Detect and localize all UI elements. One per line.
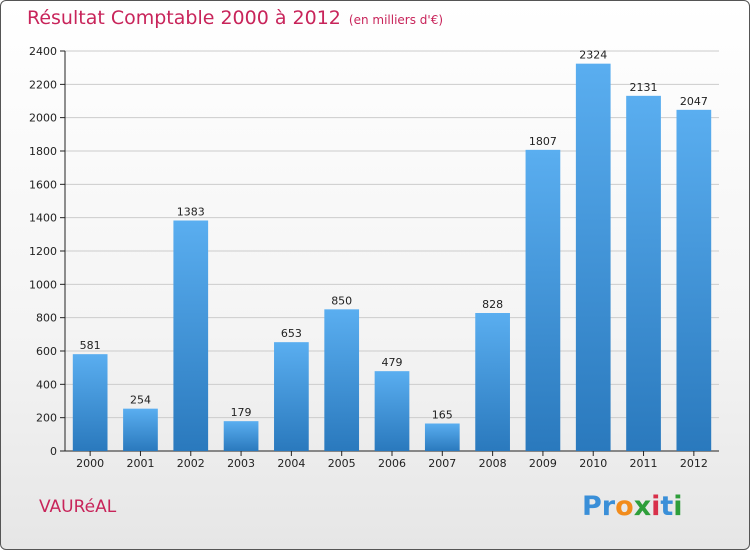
chart-subtitle: (en milliers d'€) [348,13,444,27]
bar [274,342,309,451]
y-tick-label: 2200 [29,78,57,91]
bar [575,63,611,452]
x-tick-label: 2010 [579,457,607,470]
logo-letter: t [660,491,674,522]
bar [475,313,510,451]
x-tick-label: 2011 [630,457,658,470]
bar [676,109,712,451]
logo-letter: r [601,491,616,522]
proxiti-logo[interactable]: Proxiti [582,491,683,522]
y-tick-label: 0 [50,445,57,458]
x-tick-label: 2009 [529,457,557,470]
logo-letter: o [615,491,634,522]
logo-letter: P [582,491,602,522]
y-tick-label: 400 [36,378,57,391]
bar-value-label: 2131 [630,81,658,94]
x-tick-label: 2005 [328,457,356,470]
y-tick-label: 1800 [29,145,57,158]
bar [424,423,460,451]
bar [324,309,360,451]
x-tick-label: 2012 [680,457,708,470]
y-tick-label: 800 [36,312,57,325]
chart-title-block: Résultat Comptable 2000 à 2012 (en millie… [27,7,443,29]
logo-letter: x [633,491,652,522]
x-tick-label: 2001 [126,457,154,470]
y-tick-label: 1000 [29,278,57,291]
data-labels: 581 254 1383 179 653 850 479 165 828 1807 2324 2131… [80,49,708,422]
bar [223,421,259,451]
bar-value-label: 828 [482,298,503,311]
bar [626,95,661,451]
commune-name: VAURéAL [39,497,117,517]
bar-value-label: 179 [231,406,252,419]
x-tick-label: 2006 [378,457,406,470]
bar [173,220,209,451]
y-tick-label: 600 [36,345,57,358]
logo-letter: i [651,491,661,522]
bar [525,149,561,452]
bar-value-label: 479 [382,356,403,369]
y-tick-label: 1600 [29,178,57,191]
axes: 0 200 400 600 800 1000 1200 1400 1600 1800 2000 220… [29,45,719,470]
bar-value-label: 254 [130,394,151,407]
bar-value-label: 2047 [680,95,708,108]
x-tick-label: 2007 [428,457,456,470]
bar-value-label: 850 [331,294,352,307]
y-tick-label: 200 [36,412,57,425]
bar-value-label: 1383 [177,206,205,219]
bar-value-label: 2324 [579,49,607,62]
bar [123,408,158,451]
y-tick-label: 2000 [29,112,57,125]
x-tick-label: 2008 [479,457,507,470]
y-tick-label: 2400 [29,45,57,58]
chart-title: Résultat Comptable 2000 à 2012 [27,7,341,29]
bar-value-label: 653 [281,327,302,340]
x-tick-label: 2004 [277,457,305,470]
x-tick-label: 2003 [227,457,255,470]
x-tick-label: 2002 [177,457,205,470]
bar [374,371,410,451]
bar-value-label: 1807 [529,135,557,148]
y-tick-label: 1200 [29,245,57,258]
y-tick-label: 1400 [29,212,57,225]
bars [72,63,712,452]
logo-letter: i [673,491,683,522]
bar [72,354,108,451]
bar-value-label: 581 [80,339,101,352]
bar-value-label: 165 [432,409,453,422]
x-tick-label: 2000 [76,457,104,470]
